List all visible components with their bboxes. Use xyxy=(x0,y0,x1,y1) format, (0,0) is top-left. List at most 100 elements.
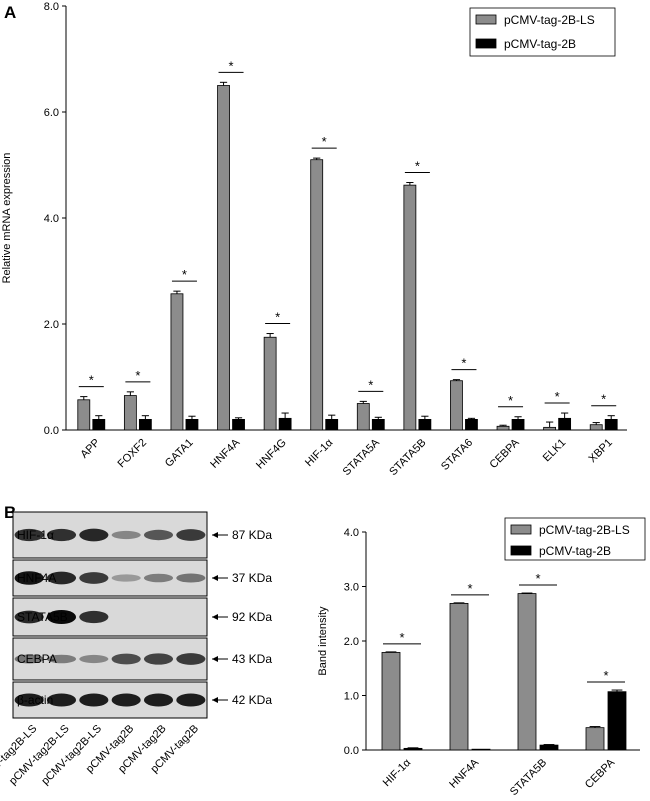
chart-a-y-tick-label: 8.0 xyxy=(44,1,59,13)
chart-b-bar-ls xyxy=(585,727,605,751)
chart-a-x-tick-label: CEBPA xyxy=(487,436,522,471)
chart-b-y-tick-label: 3.0 xyxy=(344,582,359,594)
blot-size-label: 43 KDa xyxy=(232,652,272,666)
chart-a-x-tick-label: STATA6 xyxy=(439,437,475,473)
blot-arrowhead xyxy=(212,697,218,703)
chart-b-y-tick-label: 2.0 xyxy=(344,636,359,648)
blot-band xyxy=(111,530,141,540)
blot-band xyxy=(176,653,206,665)
blot-arrowhead xyxy=(212,575,218,581)
blot-row-label: CEBPA xyxy=(17,652,57,666)
chart-b-bar-ls xyxy=(381,652,401,751)
chart-a-x-tick-label: HIF-1α xyxy=(303,436,336,469)
chart-b: 0.0 1.0 2.0 3.0 4.0 Band intensity * HIF-1α * HNF… xyxy=(317,517,646,798)
chart-a-bar-ls xyxy=(310,159,324,431)
chart-a-significance-marker: * xyxy=(368,377,373,392)
chart-a-x-tick-label: ELK1 xyxy=(541,437,569,465)
chart-a-significance-marker: * xyxy=(461,356,466,371)
chart-b-significance-marker: * xyxy=(467,581,472,596)
blot-band xyxy=(14,528,44,542)
chart-a-bar-control xyxy=(92,418,106,431)
chart-a-bar-ls xyxy=(263,336,277,431)
blot-band xyxy=(14,571,44,585)
chart-b-x-tick-label: HIF-1α xyxy=(381,756,414,789)
blot-band xyxy=(46,610,77,624)
chart-a-bar-control xyxy=(185,418,199,431)
chart-a-bar-control xyxy=(325,418,339,431)
blot-band xyxy=(79,610,109,624)
chart-a-bar-ls xyxy=(496,425,510,431)
blot-arrowhead xyxy=(212,532,218,538)
chart-a-y-tick-label: 6.0 xyxy=(44,107,59,119)
chart-a-significance-marker: * xyxy=(182,267,187,282)
chart-a-significance-marker: * xyxy=(229,58,234,73)
blot-size-label: 42 KDa xyxy=(232,693,272,707)
chart-b-y-axis-label: Band intensity xyxy=(317,606,329,676)
chart-a-bar-control xyxy=(558,417,572,431)
chart-b-bar-control xyxy=(403,747,423,751)
chart-b-bar-control xyxy=(539,744,559,751)
blot-band xyxy=(143,573,174,583)
chart-a-legend-swatch xyxy=(475,14,497,25)
blot-row-label: STATA5B xyxy=(17,610,68,624)
chart-a-x-tick-label: HNF4A xyxy=(208,436,242,470)
chart-a-bar-control xyxy=(604,418,618,431)
blot-band xyxy=(79,693,109,707)
chart-a-x-tick-label: XBP1 xyxy=(587,437,615,465)
chart-a-bar-control xyxy=(278,417,292,431)
chart-a-x-tick-label: APP xyxy=(78,437,102,461)
chart-a-bar-control xyxy=(371,418,385,431)
chart-a-x-tick-label: FOXF2 xyxy=(116,437,150,471)
blot-arrowhead xyxy=(212,614,218,620)
chart-a-bar-control xyxy=(418,418,432,431)
chart-a-significance-marker: * xyxy=(135,368,140,383)
blot-band xyxy=(176,693,206,707)
chart-b-x-tick-label: CEBPA xyxy=(583,756,618,791)
chart-a-bar-ls xyxy=(217,85,230,431)
chart-a-legend-label: pCMV-tag-2B xyxy=(504,37,576,51)
blot-panel xyxy=(12,511,208,559)
blot-band xyxy=(79,528,109,542)
chart-b-x-tick-label: STATA5B xyxy=(508,757,549,798)
blot-band xyxy=(111,693,141,707)
blot-band xyxy=(111,653,141,665)
chart-a-bar-control xyxy=(511,418,525,431)
chart-b-x-tick-label: HNF4A xyxy=(447,756,481,790)
blot-row-label: HNF4A xyxy=(17,571,56,585)
blot-band xyxy=(14,610,44,624)
chart-a-bar-ls xyxy=(450,380,463,431)
chart-b-bar-control xyxy=(607,691,627,751)
chart-b-significance-marker: * xyxy=(535,571,540,586)
chart-a-x-tick-label: STATA5A xyxy=(341,436,383,478)
chart-b-significance-marker: * xyxy=(399,630,404,645)
chart-a-y-tick-label: 4.0 xyxy=(44,213,59,225)
chart-a: 0.0 2.0 4.0 6.0 8.0 Relative mRNA expression *… xyxy=(1,1,627,478)
blot-panel xyxy=(12,681,208,719)
chart-b-legend-swatch xyxy=(510,545,532,556)
blot-band xyxy=(14,693,44,707)
chart-a-bar-ls xyxy=(123,395,137,431)
blot-band xyxy=(143,529,174,541)
chart-a-bar-ls xyxy=(77,399,91,431)
chart-a-legend-swatch xyxy=(475,38,497,49)
blot-arrowhead xyxy=(212,656,218,662)
chart-b-significance-marker: * xyxy=(603,668,608,683)
blot-band xyxy=(14,654,44,664)
blot-panel xyxy=(12,637,208,681)
blot-panel xyxy=(12,597,208,637)
chart-a-bar-control xyxy=(138,418,152,431)
blot-size-label: 92 KDa xyxy=(232,610,272,624)
western-blot: HIF-1α 87 KDa HNF4A 37 KDa STATA5B 92 KDa CEBP… xyxy=(0,511,272,787)
blot-band xyxy=(143,693,174,707)
chart-a-bar-ls xyxy=(403,184,417,431)
chart-a-significance-marker: * xyxy=(555,389,560,404)
panel-a-label: A xyxy=(4,3,16,22)
blot-band xyxy=(111,574,141,582)
chart-a-y-tick-label: 0.0 xyxy=(44,425,59,437)
blot-band xyxy=(46,654,77,664)
chart-a-significance-marker: * xyxy=(415,158,420,173)
chart-a-bar-control xyxy=(232,418,245,431)
chart-a-x-tick-label: STATA5B xyxy=(387,437,428,478)
chart-a-legend-label: pCMV-tag-2B-LS xyxy=(504,13,595,27)
